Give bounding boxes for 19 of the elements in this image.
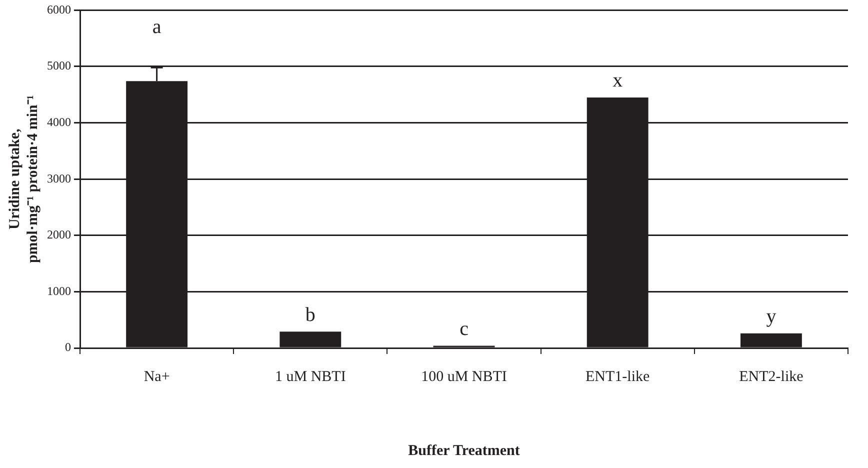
y-axis-title: Uridine uptake, pmol·mg⁻¹ protein·4 min⁻¹	[6, 95, 41, 264]
y-tick-label: 1000	[47, 284, 71, 298]
y-tick-label: 3000	[47, 171, 71, 186]
y-tick-label: 4000	[47, 114, 71, 129]
annotation: x	[612, 70, 623, 92]
x-tick-label: ENT1-like	[586, 368, 650, 385]
y-tick-label: 2000	[47, 228, 71, 242]
x-axis-title: Buffer Treatment	[408, 442, 520, 459]
x-tick-label: 1 uM NBTI	[274, 368, 346, 385]
y-tick-label: 0	[65, 340, 71, 354]
x-tick-label: 100 uM NBTI	[421, 368, 507, 385]
x-tick-label: Na+	[144, 368, 170, 385]
annotation: y	[766, 306, 776, 328]
y-tick-label: 6000	[47, 2, 71, 16]
annotation: b	[305, 304, 316, 326]
annotation: a	[152, 16, 162, 38]
annotation: c	[460, 318, 469, 340]
y-tick-label: 5000	[47, 58, 71, 73]
x-tick-label: ENT2-like	[739, 368, 804, 385]
